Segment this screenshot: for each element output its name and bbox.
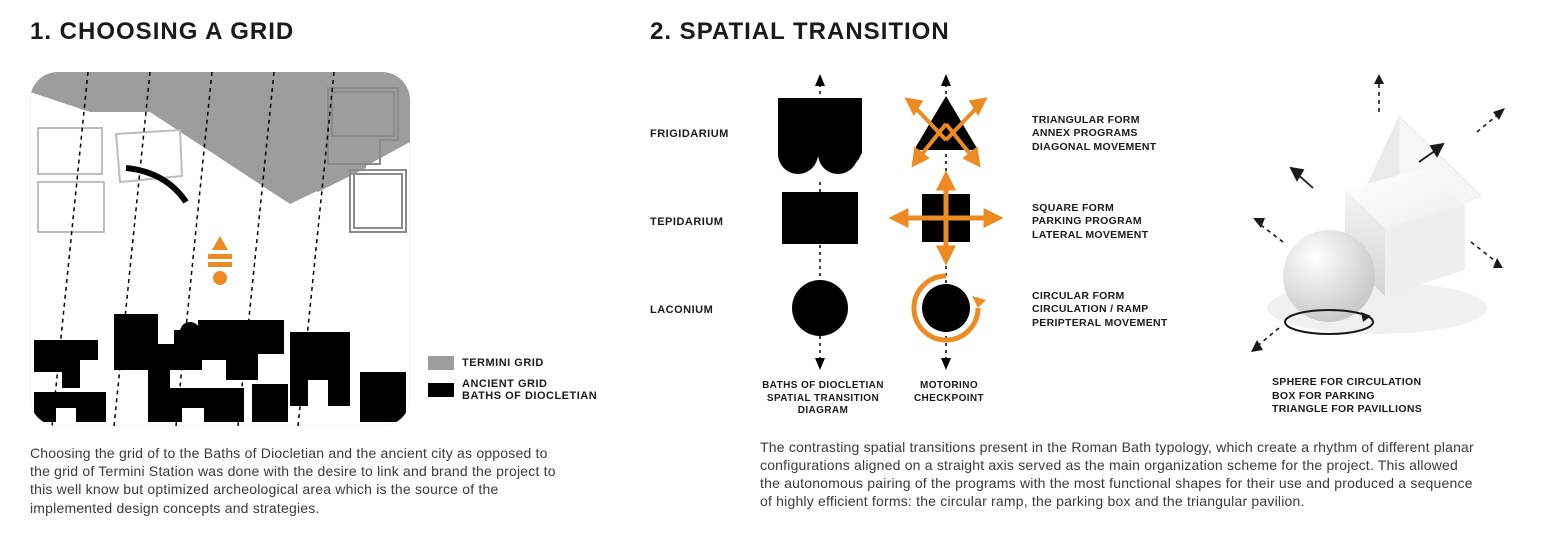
legend-ancient: ANCIENT GRID BATHS OF DIOCLETIAN <box>428 378 597 402</box>
section1-caption: Choosing the grid of to the Baths of Dio… <box>30 444 570 517</box>
d12: LATERAL MOVEMENT <box>1032 229 1222 242</box>
shapes-sublabel: BATHS OF DIOCLETIAN SPATIAL TRANSITION D… <box>760 380 886 418</box>
d01: ANNEX PROGRAMS <box>1032 127 1222 140</box>
grid-figure: TERMINI GRID ANCIENT GRID BATHS OF DIOCL… <box>30 72 650 426</box>
descr-2: CIRCULAR FORM CIRCULATION / RAMP PERIPTE… <box>1032 266 1222 354</box>
d10: SQUARE FORM <box>1032 202 1222 215</box>
row-laconium: LACONIUM <box>650 266 760 354</box>
d00: TRIANGULAR FORM <box>1032 114 1222 127</box>
swatch-grey-icon <box>428 356 454 370</box>
descriptions: TRIANGULAR FORM ANNEX PROGRAMS DIAGONAL … <box>1032 90 1222 354</box>
row-tepidarium: TEPIDARIUM <box>650 178 760 266</box>
moves-sub-0: MOTORINO <box>886 380 1012 393</box>
map-legend: TERMINI GRID ANCIENT GRID BATHS OF DIOCL… <box>428 348 597 402</box>
section-choosing-grid: 1. CHOOSING A GRID <box>30 18 650 542</box>
iso-1: BOX FOR PARKING <box>1272 390 1422 404</box>
section1-title: 1. CHOOSING A GRID <box>30 18 650 46</box>
d11: PARKING PROGRAM <box>1032 215 1222 228</box>
grid-map <box>30 72 410 426</box>
moves-column: MOTORINO CHECKPOINT <box>886 72 1012 405</box>
d21: CIRCULATION / RAMP <box>1032 303 1222 316</box>
iso-2: TRIANGLE FOR PAVILLIONS <box>1272 403 1422 417</box>
iso-render-icon <box>1249 72 1509 372</box>
shapes-column: BATHS OF DIOCLETIAN SPATIAL TRANSITION D… <box>760 72 886 418</box>
iso-caption: SPHERE FOR CIRCULATION BOX FOR PARKING T… <box>1272 376 1422 417</box>
legend-ancient-line2: BATHS OF DIOCLETIAN <box>462 390 597 402</box>
iso-0: SPHERE FOR CIRCULATION <box>1272 376 1422 390</box>
row-labels: FRIGIDARIUM TEPIDARIUM LACONIUM <box>650 90 760 354</box>
legend-termini-label: TERMINI GRID <box>462 357 544 369</box>
moves-sublabel: MOTORINO CHECKPOINT <box>886 380 1012 405</box>
section2-caption: The contrasting spatial transitions pres… <box>760 438 1480 511</box>
d20: CIRCULAR FORM <box>1032 290 1222 303</box>
legend-ancient-line1: ANCIENT GRID <box>462 378 597 390</box>
swatch-black-icon <box>428 383 454 397</box>
d22: PERIPTERAL MOVEMENT <box>1032 317 1222 330</box>
section-spatial-transition: 2. SPATIAL TRANSITION FRIGIDARIUM TEPIDA… <box>650 18 1525 542</box>
d02: DIAGONAL MOVEMENT <box>1032 141 1222 154</box>
row-frigidarium: FRIGIDARIUM <box>650 90 760 178</box>
moves-sub-1: CHECKPOINT <box>886 393 1012 406</box>
shapes-sub-0: BATHS OF DIOCLETIAN <box>760 380 886 393</box>
shapes-sub-1: SPATIAL TRANSITION <box>760 393 886 406</box>
section2-title: 2. SPATIAL TRANSITION <box>650 18 1525 46</box>
iso-column: SPHERE FOR CIRCULATION BOX FOR PARKING T… <box>1232 72 1525 417</box>
legend-termini: TERMINI GRID <box>428 356 597 370</box>
descr-1: SQUARE FORM PARKING PROGRAM LATERAL MOVE… <box>1032 178 1222 266</box>
shapes-sub-2: DIAGRAM <box>760 405 886 418</box>
descr-0: TRIANGULAR FORM ANNEX PROGRAMS DIAGONAL … <box>1032 90 1222 178</box>
